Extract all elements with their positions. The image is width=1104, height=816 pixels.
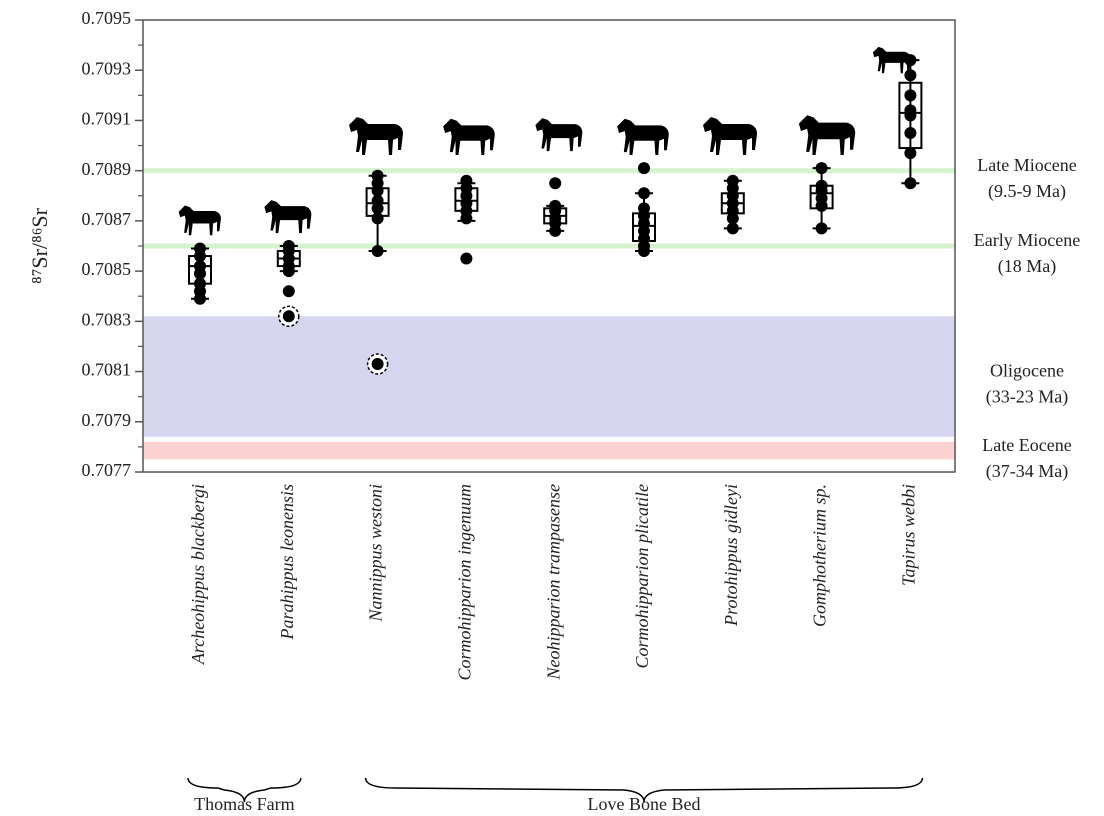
category-label: Tapirus webbi [899, 484, 919, 586]
y-tick-label: 0.7077 [82, 460, 132, 480]
band-label: Late Eocene [982, 435, 1071, 455]
point [904, 177, 916, 189]
y-tick-label: 0.7095 [82, 8, 132, 28]
point [283, 285, 295, 297]
silhouette [349, 117, 403, 155]
category-label: Cormohipparion plicatile [632, 484, 652, 669]
point [904, 69, 916, 81]
y-tick-label: 0.7087 [82, 209, 132, 229]
point [549, 177, 561, 189]
silhouette [799, 115, 855, 155]
chart: ⁸⁷Sr/⁸⁶Sr Late Miocene (9.5-9 Ma) Early Mi… [0, 0, 1104, 816]
band [143, 243, 955, 248]
point [638, 245, 650, 257]
y-axis-label: ⁸⁷Sr/⁸⁶Sr [27, 207, 52, 284]
point [904, 89, 916, 101]
band [143, 442, 955, 460]
point [372, 212, 384, 224]
point [904, 147, 916, 159]
group-label: Love Bone Bed [588, 794, 701, 814]
highlighted-point [283, 310, 295, 322]
point [638, 187, 650, 199]
point [372, 245, 384, 257]
y-tick-label: 0.7085 [82, 259, 132, 279]
silhouettes [179, 47, 911, 235]
silhouette [535, 118, 582, 151]
point [816, 222, 828, 234]
band-age: (33-23 Ma) [986, 387, 1068, 408]
silhouette [443, 119, 495, 155]
silhouette [179, 205, 221, 235]
point [816, 162, 828, 174]
category-label: Neohipparion trampasense [543, 484, 563, 681]
point [904, 127, 916, 139]
point [904, 109, 916, 121]
point [638, 162, 650, 174]
band [143, 168, 955, 173]
point [727, 222, 739, 234]
category-label: Protohippus gidleyi [721, 484, 741, 627]
category-label: Cormohipparion ingenuum [455, 484, 475, 681]
band-age: (9.5-9 Ma) [988, 181, 1066, 202]
y-tick-label: 0.7083 [82, 309, 132, 329]
category-label: Archeohippus blackbergi [188, 484, 208, 665]
group-label: Thomas Farm [194, 794, 295, 814]
silhouette [617, 119, 669, 155]
y-tick-label: 0.7089 [82, 159, 132, 179]
bands [143, 168, 955, 459]
point [194, 293, 206, 305]
category-label: Gomphotherium sp. [810, 484, 830, 627]
silhouette [703, 117, 757, 155]
point [816, 200, 828, 212]
point [460, 253, 472, 265]
y-tick-label: 0.7091 [82, 109, 132, 129]
category-label: Nannippus westoni [366, 484, 386, 623]
point [283, 265, 295, 277]
band-age: (18 Ma) [998, 256, 1056, 277]
band-label: Late Miocene [977, 155, 1076, 175]
band-label: Oligocene [990, 361, 1064, 381]
category-label: Parahippus leonensis [277, 484, 297, 641]
highlighted-point [372, 358, 384, 370]
band-age: (37-34 Ma) [986, 461, 1068, 482]
point [904, 54, 916, 66]
silhouette [264, 200, 311, 233]
y-tick-label: 0.7079 [82, 410, 132, 430]
y-tick-label: 0.7093 [82, 58, 132, 78]
y-tick-label: 0.7081 [82, 360, 132, 380]
band-label: Early Miocene [974, 230, 1080, 250]
point [549, 225, 561, 237]
band [143, 316, 955, 437]
point [460, 212, 472, 224]
